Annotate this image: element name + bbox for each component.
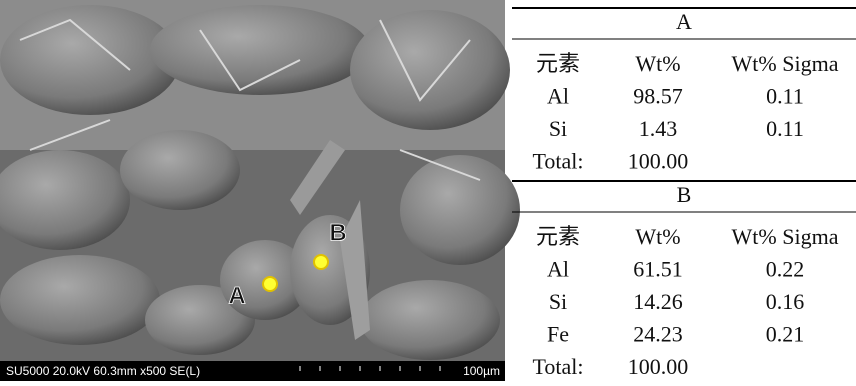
table-cell: Si bbox=[549, 289, 567, 314]
table-cell: 14.26 bbox=[633, 289, 683, 314]
figure: A B SU5000 20.0kV 60.3mm x500 SE(L) 100µ… bbox=[0, 0, 856, 381]
table-cell: 98.57 bbox=[633, 84, 683, 109]
table-cell: 0.16 bbox=[766, 289, 805, 314]
image-info: SU5000 20.0kV 60.3mm x500 SE(L) bbox=[6, 364, 200, 378]
spot-label: A bbox=[228, 282, 245, 309]
table-cell: 100.00 bbox=[628, 149, 689, 174]
column-header: 元素 bbox=[536, 224, 580, 249]
table-cell: Fe bbox=[547, 322, 569, 347]
table-cell: 100.00 bbox=[628, 354, 689, 379]
column-header: 元素 bbox=[536, 51, 580, 76]
table-cell: 24.23 bbox=[633, 322, 683, 347]
spot-label: B bbox=[329, 219, 346, 246]
table-cell: Total: bbox=[532, 149, 583, 174]
column-header: Wt% bbox=[635, 51, 680, 76]
table-cell: 0.21 bbox=[766, 322, 805, 347]
table-cell: 0.11 bbox=[766, 116, 804, 141]
sem-image: A B SU5000 20.0kV 60.3mm x500 SE(L) 100µ… bbox=[0, 0, 520, 381]
table-cell: Total: bbox=[532, 354, 583, 379]
table-cell: 61.51 bbox=[633, 257, 683, 282]
column-header: Wt% Sigma bbox=[732, 51, 839, 76]
table-title: B bbox=[677, 182, 692, 207]
table-cell: Si bbox=[549, 116, 567, 141]
table-title: A bbox=[676, 9, 692, 34]
table-cell: 1.43 bbox=[639, 116, 678, 141]
table-cell: Al bbox=[547, 257, 569, 282]
composition-tables: A 元素 Wt% Wt% Sigma Al 98.57 0.11 Si 1.43 0.11 Tota… bbox=[512, 8, 856, 379]
table-cell: 0.22 bbox=[766, 257, 805, 282]
scale-label: 100µm bbox=[463, 364, 500, 378]
column-header: Wt% bbox=[635, 224, 680, 249]
column-header: Wt% Sigma bbox=[732, 224, 839, 249]
table-cell: 0.11 bbox=[766, 84, 804, 109]
table-cell: Al bbox=[547, 84, 569, 109]
